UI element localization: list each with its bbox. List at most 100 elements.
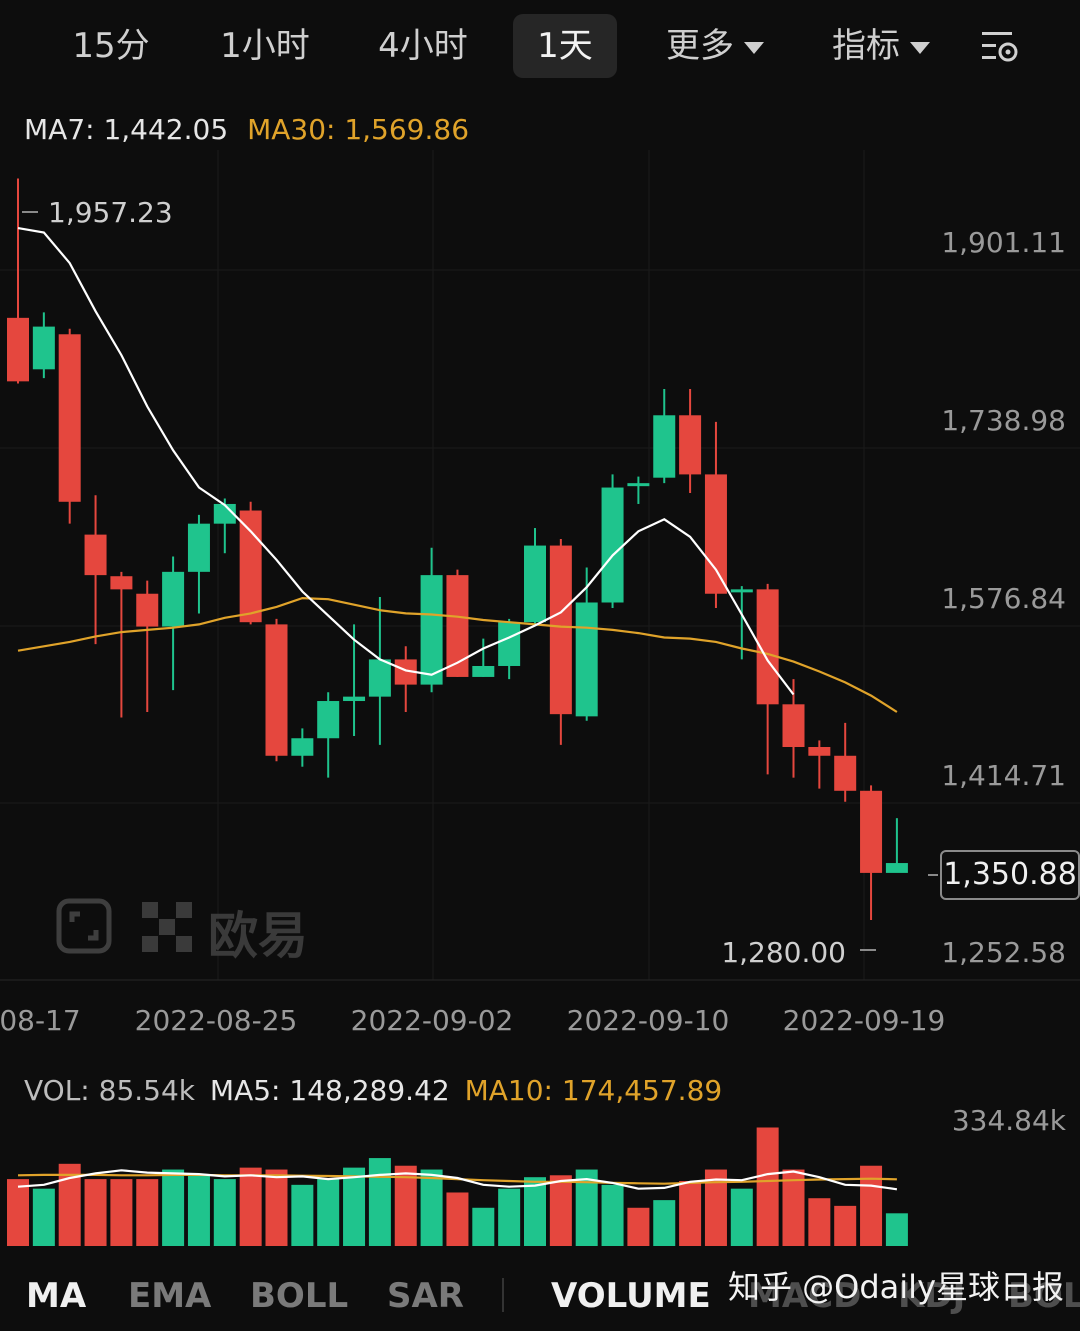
tab-label: 4小时 — [378, 26, 468, 66]
indicator-volume[interactable]: VOLUME — [551, 1276, 711, 1316]
candle-body — [730, 589, 753, 593]
candle-body — [472, 665, 495, 677]
tab-1h[interactable]: 1小时 — [200, 14, 330, 78]
volume-bar — [213, 1179, 236, 1246]
volume-bar — [601, 1184, 624, 1246]
indicator-macd[interactable]: MACD — [748, 1276, 862, 1316]
candle-body — [84, 534, 107, 576]
indicator-ma[interactable]: MA — [26, 1276, 87, 1316]
x-tick-label: 2022-09-02 — [351, 1004, 514, 1037]
volume-bar — [58, 1163, 81, 1246]
candle-body — [498, 622, 521, 666]
ma30-label: MA30: 1,569.86 — [247, 113, 470, 146]
chart-settings-button[interactable] — [970, 14, 1030, 78]
candle-body — [239, 510, 262, 623]
okx-logo-icon — [142, 902, 192, 952]
y-tick-label: 1,252.58 — [941, 936, 1066, 969]
candle-body — [58, 334, 81, 502]
caret-down-icon — [744, 41, 764, 54]
volume-bar — [730, 1188, 753, 1246]
volume-bar — [446, 1192, 469, 1246]
candle-body — [213, 503, 236, 524]
candle-body — [110, 576, 133, 590]
candle-body — [860, 790, 883, 873]
volume-bar — [7, 1179, 29, 1246]
volume-bar — [627, 1207, 650, 1246]
candle-body — [627, 483, 650, 487]
volume-bar — [756, 1127, 779, 1246]
candle-body — [549, 545, 572, 715]
tab-indicators[interactable]: 指标 — [806, 14, 956, 78]
vol-tick-label: 334.84k — [952, 1104, 1067, 1137]
volume-bar — [420, 1169, 443, 1246]
volume-bar — [136, 1179, 159, 1246]
vol-ma10-label: MA10: 174,457.89 — [464, 1074, 723, 1107]
watermark-text: 知乎 @Odaily星球日报 — [728, 1268, 1065, 1306]
price-chart[interactable]: 1,901.11 1,738.98 1,576.84 1,414.71 1,252.58… — [0, 150, 1080, 1050]
current-price-label: 1,350.88 — [943, 857, 1077, 892]
candle-body — [317, 701, 340, 739]
volume-bar — [368, 1158, 391, 1246]
candle-body — [291, 738, 314, 756]
tab-15m[interactable]: 15分 — [52, 14, 170, 78]
candle-body — [7, 317, 29, 382]
tab-label: 1天 — [537, 26, 593, 66]
candle-body — [704, 474, 727, 594]
divider — [502, 1278, 504, 1312]
vol-label: VOL: 85.54k — [24, 1074, 196, 1107]
indicator-boll-2[interactable]: BOLL — [1008, 1276, 1080, 1316]
volume-bar — [32, 1188, 55, 1246]
tab-4h[interactable]: 4小时 — [358, 14, 488, 78]
volume-bar — [317, 1179, 340, 1246]
indicator-sar[interactable]: SAR — [387, 1276, 464, 1316]
volume-bar — [343, 1167, 366, 1246]
volume-bar — [679, 1181, 702, 1246]
candle-body — [756, 589, 779, 705]
vol-ma5-label: MA5: 148,289.42 — [209, 1074, 450, 1107]
candle-body — [265, 624, 288, 756]
volume-chart[interactable]: 334.84k — [0, 1100, 1080, 1250]
timeframe-tabs: 15分 1小时 4小时 1天 更多 指标 — [0, 0, 1080, 95]
candle-body — [446, 575, 469, 677]
indicator-kdj[interactable]: KDJ — [898, 1276, 966, 1316]
candle-body — [343, 696, 366, 702]
tab-more[interactable]: 更多 — [640, 14, 790, 78]
volume-bar — [704, 1169, 727, 1246]
y-tick-label: 1,414.71 — [941, 759, 1066, 792]
candle-body — [32, 326, 55, 370]
volume-bar — [472, 1207, 495, 1246]
volume-bar — [885, 1213, 908, 1246]
tab-1d[interactable]: 1天 — [513, 14, 617, 78]
candle-body — [368, 659, 391, 697]
y-tick-label: 1,576.84 — [941, 582, 1066, 615]
y-tick-label: 1,738.98 — [941, 404, 1066, 437]
candle-body — [679, 415, 702, 475]
tab-label: 1小时 — [220, 26, 310, 66]
tab-label: 更多 — [666, 26, 734, 66]
vol-ma5-line — [17, 1169, 898, 1191]
current-price-box: 1,350.88 — [940, 850, 1080, 900]
tab-label: 15分 — [72, 26, 150, 66]
low-price-label: 1,280.00 — [721, 936, 846, 969]
volume-bar — [808, 1198, 831, 1246]
volume-bar — [549, 1175, 572, 1246]
candle-body — [808, 747, 831, 756]
indicator-ema[interactable]: EMA — [128, 1276, 212, 1316]
candle-body — [653, 415, 676, 478]
volume-bar — [782, 1169, 805, 1246]
candle-body — [394, 659, 417, 685]
ma7-line — [17, 227, 795, 696]
volume-bar — [394, 1165, 417, 1246]
candle-body — [524, 545, 546, 623]
tab-label: 指标 — [832, 26, 900, 66]
settings-icon — [982, 32, 1018, 62]
x-tick-label: 2022-08-25 — [135, 1004, 298, 1037]
expand-icon[interactable] — [56, 898, 112, 958]
volume-bar — [110, 1179, 133, 1246]
indicator-boll[interactable]: BOLL — [250, 1276, 349, 1316]
volume-bar — [291, 1184, 314, 1246]
caret-down-icon — [910, 41, 930, 54]
volume-bar — [653, 1200, 676, 1246]
indicator-tabs: MA EMA BOLL SAR VOLUME MACD KDJ BOLL — [0, 1260, 1080, 1331]
volume-bar — [239, 1167, 262, 1246]
